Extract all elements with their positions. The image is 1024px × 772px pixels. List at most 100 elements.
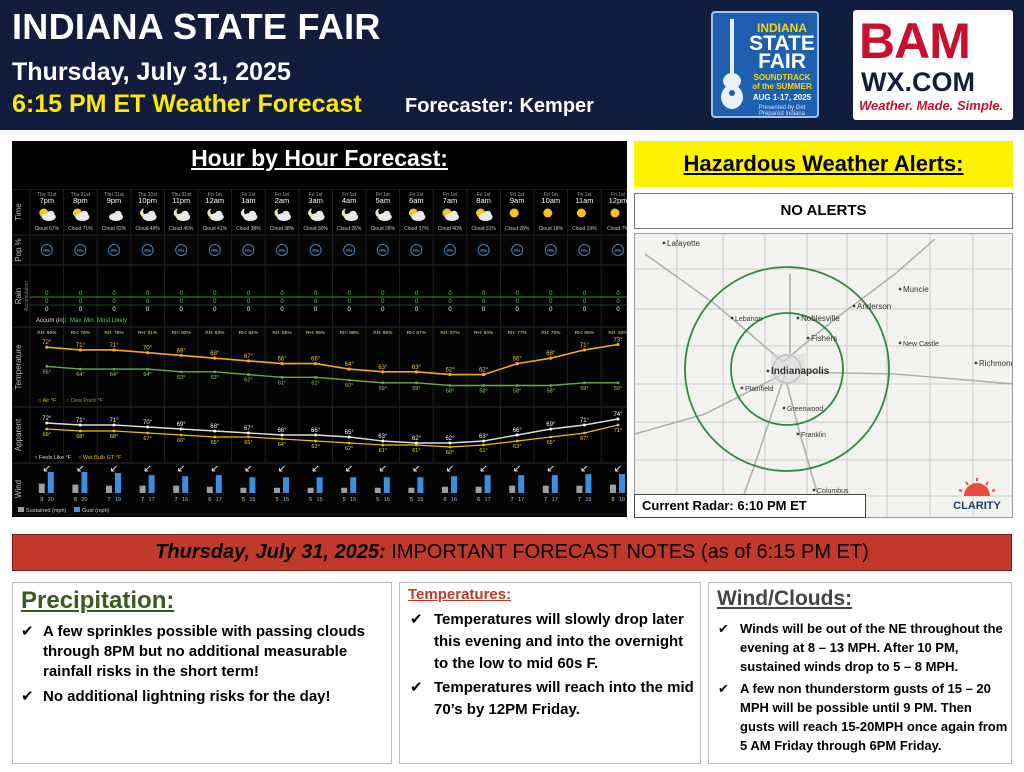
dew-point-label: 65° (43, 369, 51, 375)
map-city-dot (974, 361, 978, 365)
sustained-wind-value: 5 (275, 497, 278, 503)
sustained-wind-bar (206, 486, 213, 493)
rain-max: 0 (583, 291, 587, 297)
dew-point-point (583, 381, 586, 385)
feels-like-label: 62° (412, 436, 422, 442)
gust-wind-bar (350, 477, 357, 493)
temperatures-heading: Temperatures: (408, 586, 512, 603)
cloud-cover-label: Cloud 7% (607, 226, 627, 232)
map-city-dot (740, 386, 744, 390)
wet-bulb-point (314, 439, 317, 443)
air-temp-point (45, 345, 49, 349)
guitar-icon (721, 19, 743, 109)
pop-value: 0% (44, 248, 51, 253)
check-icon: ✔ (410, 679, 423, 696)
sustained-wind-bar (173, 485, 180, 493)
sustained-wind-bar (475, 486, 482, 493)
gust-wind-value: 15 (417, 497, 423, 503)
rain-min: 0 (516, 299, 520, 305)
cloud-cover-label: Cloud 71% (68, 226, 93, 232)
air-temp-label: 63° (412, 365, 422, 371)
dew-point-point (314, 375, 317, 379)
bam-slogan: Weather. Made. Simple. (859, 98, 1004, 113)
feels-like-point (280, 433, 284, 437)
sustained-wind-bar (341, 487, 348, 493)
dew-point-label: 62° (244, 378, 252, 384)
sustained-wind-bar (374, 487, 381, 493)
rain-min: 0 (79, 299, 83, 305)
gust-wind-value: 15 (283, 497, 289, 503)
bam-wordmark: BAM (859, 13, 971, 69)
hour-day-label: Thu 31st (37, 192, 57, 198)
rh-value: RH: 86% (373, 330, 393, 336)
air-temp-point (112, 348, 116, 352)
gust-wind-value: 17 (518, 497, 524, 503)
wet-bulb-label: 61° (379, 448, 387, 454)
dew-point-point (213, 370, 217, 374)
map-city-label: Richmond (979, 359, 1013, 368)
wet-bulb-label: 63° (513, 444, 521, 450)
hour-day-label: Fri 1st (342, 192, 357, 198)
rh-value: RH: 82% (172, 330, 192, 336)
hour-day-label: Fri 1st (309, 192, 324, 198)
cloud-cover-label: Cloud 37% (404, 226, 429, 232)
rain-min: 0 (381, 299, 385, 305)
air-temp-point (78, 348, 82, 352)
hour-day-label: Fri 1st (443, 192, 458, 198)
pop-ring-icon (40, 244, 53, 256)
gust-wind-bar (451, 476, 457, 493)
rain-max: 0 (314, 291, 318, 297)
rain-max: 0 (415, 291, 419, 297)
pop-ring-icon (477, 244, 490, 256)
row-label-time: Time (14, 203, 23, 221)
wind-bullet-2: ✔ A few non thunderstorm gusts of 15 – 2… (718, 681, 1008, 753)
cloud-cover-label: Cloud 18% (539, 226, 564, 232)
gust-wind-value: 17 (216, 497, 222, 503)
gust-wind-value: 18 (619, 497, 625, 503)
pop-value: 0% (346, 248, 353, 253)
rh-value: RH: 65% (575, 330, 595, 336)
gust-wind-bar (182, 476, 189, 493)
wet-bulb-point (213, 435, 217, 439)
rain-most-likely: 0 (45, 307, 49, 313)
hour-time-label: 12pm (609, 196, 627, 205)
rh-value: RH: 85% (272, 330, 292, 336)
dew-point-point (45, 364, 49, 368)
cloud-puff-icon (80, 210, 89, 219)
clarity-sun-icon: CLARITY (953, 478, 1001, 512)
cloud-cover-label: Cloud 45% (169, 226, 194, 232)
dew-point-label: 58° (513, 389, 521, 395)
rain-max: 0 (180, 291, 184, 297)
sun-icon (509, 208, 519, 218)
air-temp-label: 68° (210, 351, 220, 357)
cloud-puff-icon (349, 210, 358, 219)
cloud-cover-label: Cloud 62% (102, 226, 127, 232)
dew-point-point (482, 384, 485, 387)
gust-wind-bar (283, 477, 289, 493)
map-city-dot (796, 316, 800, 320)
precip-bullet-2: ✔ No additional lightning risks for the … (21, 688, 331, 705)
hour-time-label: 7am (443, 196, 458, 205)
wet-bulb-label: 65° (244, 440, 252, 446)
wet-bulb-point (583, 431, 586, 435)
wind-direction-icon (144, 465, 151, 472)
cloud-puff-icon (383, 210, 391, 219)
feels-like-point (78, 423, 82, 427)
feels-like-label: 71° (76, 418, 86, 424)
sustained-wind-bar (509, 485, 516, 493)
sustained-wind-value: 7 (578, 497, 581, 503)
wet-bulb-label: 68° (110, 434, 118, 440)
feels-like-label: 66° (311, 428, 321, 434)
pop-ring-icon (444, 244, 456, 256)
row-band-pop (12, 234, 627, 266)
wet-bulb-point (146, 431, 150, 435)
gust-wind-bar (518, 475, 525, 493)
dew-point-label: 61° (311, 380, 319, 386)
temps-bullet-2: ✔ Temperatures will reach into the mid 7… (410, 679, 694, 718)
wind-direction-icon (211, 465, 218, 472)
rh-value: RH: 84% (239, 330, 259, 336)
map-city-label: Fishers (811, 334, 837, 343)
pop-ring-icon (309, 244, 322, 256)
banner-text: IMPORTANT FORECAST NOTES (as of 6:15 PM … (385, 541, 869, 563)
hour-day-label: Fri 1st (577, 192, 592, 198)
